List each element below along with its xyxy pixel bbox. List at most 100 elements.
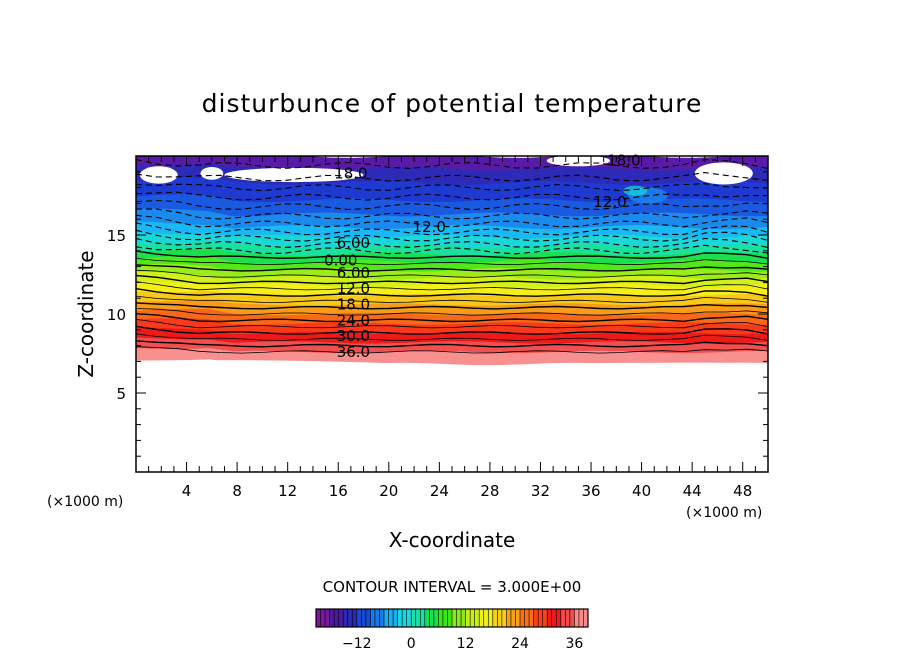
field-band [136, 318, 768, 336]
field-band [136, 156, 768, 172]
contour-line [136, 313, 768, 323]
colorbar-cell [393, 609, 399, 627]
contour-line-dashed [136, 229, 768, 242]
colorbar-cell [560, 609, 566, 627]
contour-line-dashed [136, 183, 768, 192]
field-bands [136, 156, 768, 472]
contour-label: 24.0 [337, 311, 370, 329]
colorbar-cell [474, 609, 480, 627]
x-tick-label: 40 [632, 482, 651, 500]
contour-label: 6.00 [337, 264, 370, 282]
colorbar-cell [334, 609, 340, 627]
contour-interval-text: CONTOUR INTERVAL = 3.000E+00 [323, 578, 582, 596]
colorbar-cell [533, 609, 539, 627]
colorbar-cell [411, 609, 417, 627]
colorbar-cell [483, 609, 489, 627]
contour-line [136, 269, 768, 278]
contour-line-dashed [136, 244, 768, 255]
colorbar-cell [365, 609, 371, 627]
x-tick-label: 20 [379, 482, 398, 500]
contour-line-dashed [136, 208, 768, 220]
contour-labels: 18.018.012.012.06.000.006.0012.018.024.0… [324, 152, 641, 361]
colorbar-cell [415, 609, 421, 627]
x-tick-label: 48 [733, 482, 752, 500]
colorbar-cell [556, 609, 562, 627]
x-tick-label: 8 [232, 482, 242, 500]
colorbar-cell [406, 609, 412, 627]
colorbar-cell [388, 609, 394, 627]
contour-line [136, 325, 768, 335]
colorbar-cell [343, 609, 349, 627]
contour-line [136, 319, 768, 329]
contour-line-dashed [136, 222, 768, 236]
contour-label: 12.0 [413, 218, 446, 236]
contour-line [136, 264, 768, 272]
contour-line-dashed [136, 191, 768, 201]
contour-line [136, 288, 768, 297]
colorbar-cell [461, 609, 467, 627]
empty-region [136, 360, 768, 472]
x-tick-label: 28 [480, 482, 499, 500]
contour-label: 36.0 [337, 343, 370, 361]
contour-line [136, 250, 768, 260]
colorbar: −12 0 12 24 36 [315, 608, 589, 652]
colorbar-cell [574, 609, 580, 627]
colorbar-cell [497, 609, 503, 627]
colorbar-cell [402, 609, 408, 627]
x-axis-label: X-coordinate [389, 528, 516, 552]
contour-label: 18.0 [337, 296, 370, 314]
x-tick-label: 24 [430, 482, 449, 500]
colorbar-cell [524, 609, 530, 627]
x-tick-label: 16 [329, 482, 348, 500]
colorbar-tick-label: 12 [457, 636, 475, 652]
field-band [136, 194, 768, 218]
colorbar-cell [429, 609, 435, 627]
y-tick-label: 5 [116, 385, 126, 403]
colorbar-cell [542, 609, 548, 627]
contour-label: 30.0 [337, 327, 370, 345]
colorbar-cell [501, 609, 507, 627]
contour-line-dashed [136, 199, 768, 211]
colorbar-cell [506, 609, 512, 627]
contour-line [136, 308, 768, 316]
colorbar-cell [352, 609, 358, 627]
y-axis: 5 10 15 [107, 171, 768, 457]
colorbar-cell [583, 609, 589, 627]
plot-area [136, 156, 768, 472]
colorbar-cell [379, 609, 385, 627]
y-axis-label: Z-coordinate [74, 250, 98, 377]
colorbar-cell [520, 609, 526, 627]
x-tick-label: 44 [683, 482, 702, 500]
colorbar-cell [538, 609, 544, 627]
contour-lines [136, 158, 768, 354]
colorbar-cell [492, 609, 498, 627]
colorbar-cell [433, 609, 439, 627]
colorbar-cell [370, 609, 376, 627]
field-band [136, 208, 768, 231]
colorbar-cell [515, 609, 521, 627]
x-axis: 4 8 12 16 20 24 28 32 36 40 44 48 [148, 156, 769, 500]
colorbar-cell [465, 609, 471, 627]
contour-line [136, 258, 768, 266]
field-blob [200, 167, 224, 180]
x-tick-label: 4 [182, 482, 192, 500]
x-tick-label: 12 [278, 482, 297, 500]
colorbar-cell [565, 609, 571, 627]
contour-line-dashed [136, 172, 768, 182]
colorbar-cell [320, 609, 326, 627]
colorbar-tick-label: −12 [342, 636, 372, 652]
field-band [136, 232, 768, 250]
colorbar-cell [479, 609, 485, 627]
contour-line [136, 295, 768, 304]
colorbar-cell [470, 609, 476, 627]
colorbar-cell [338, 609, 344, 627]
contour-line [136, 346, 768, 354]
colorbar-cell [578, 609, 584, 627]
colorbar-cell [547, 609, 553, 627]
x-tick-label: 32 [531, 482, 550, 500]
contour-line [136, 333, 768, 341]
field-band [136, 241, 768, 257]
colorbar-cell [361, 609, 367, 627]
contour-line [136, 302, 768, 310]
